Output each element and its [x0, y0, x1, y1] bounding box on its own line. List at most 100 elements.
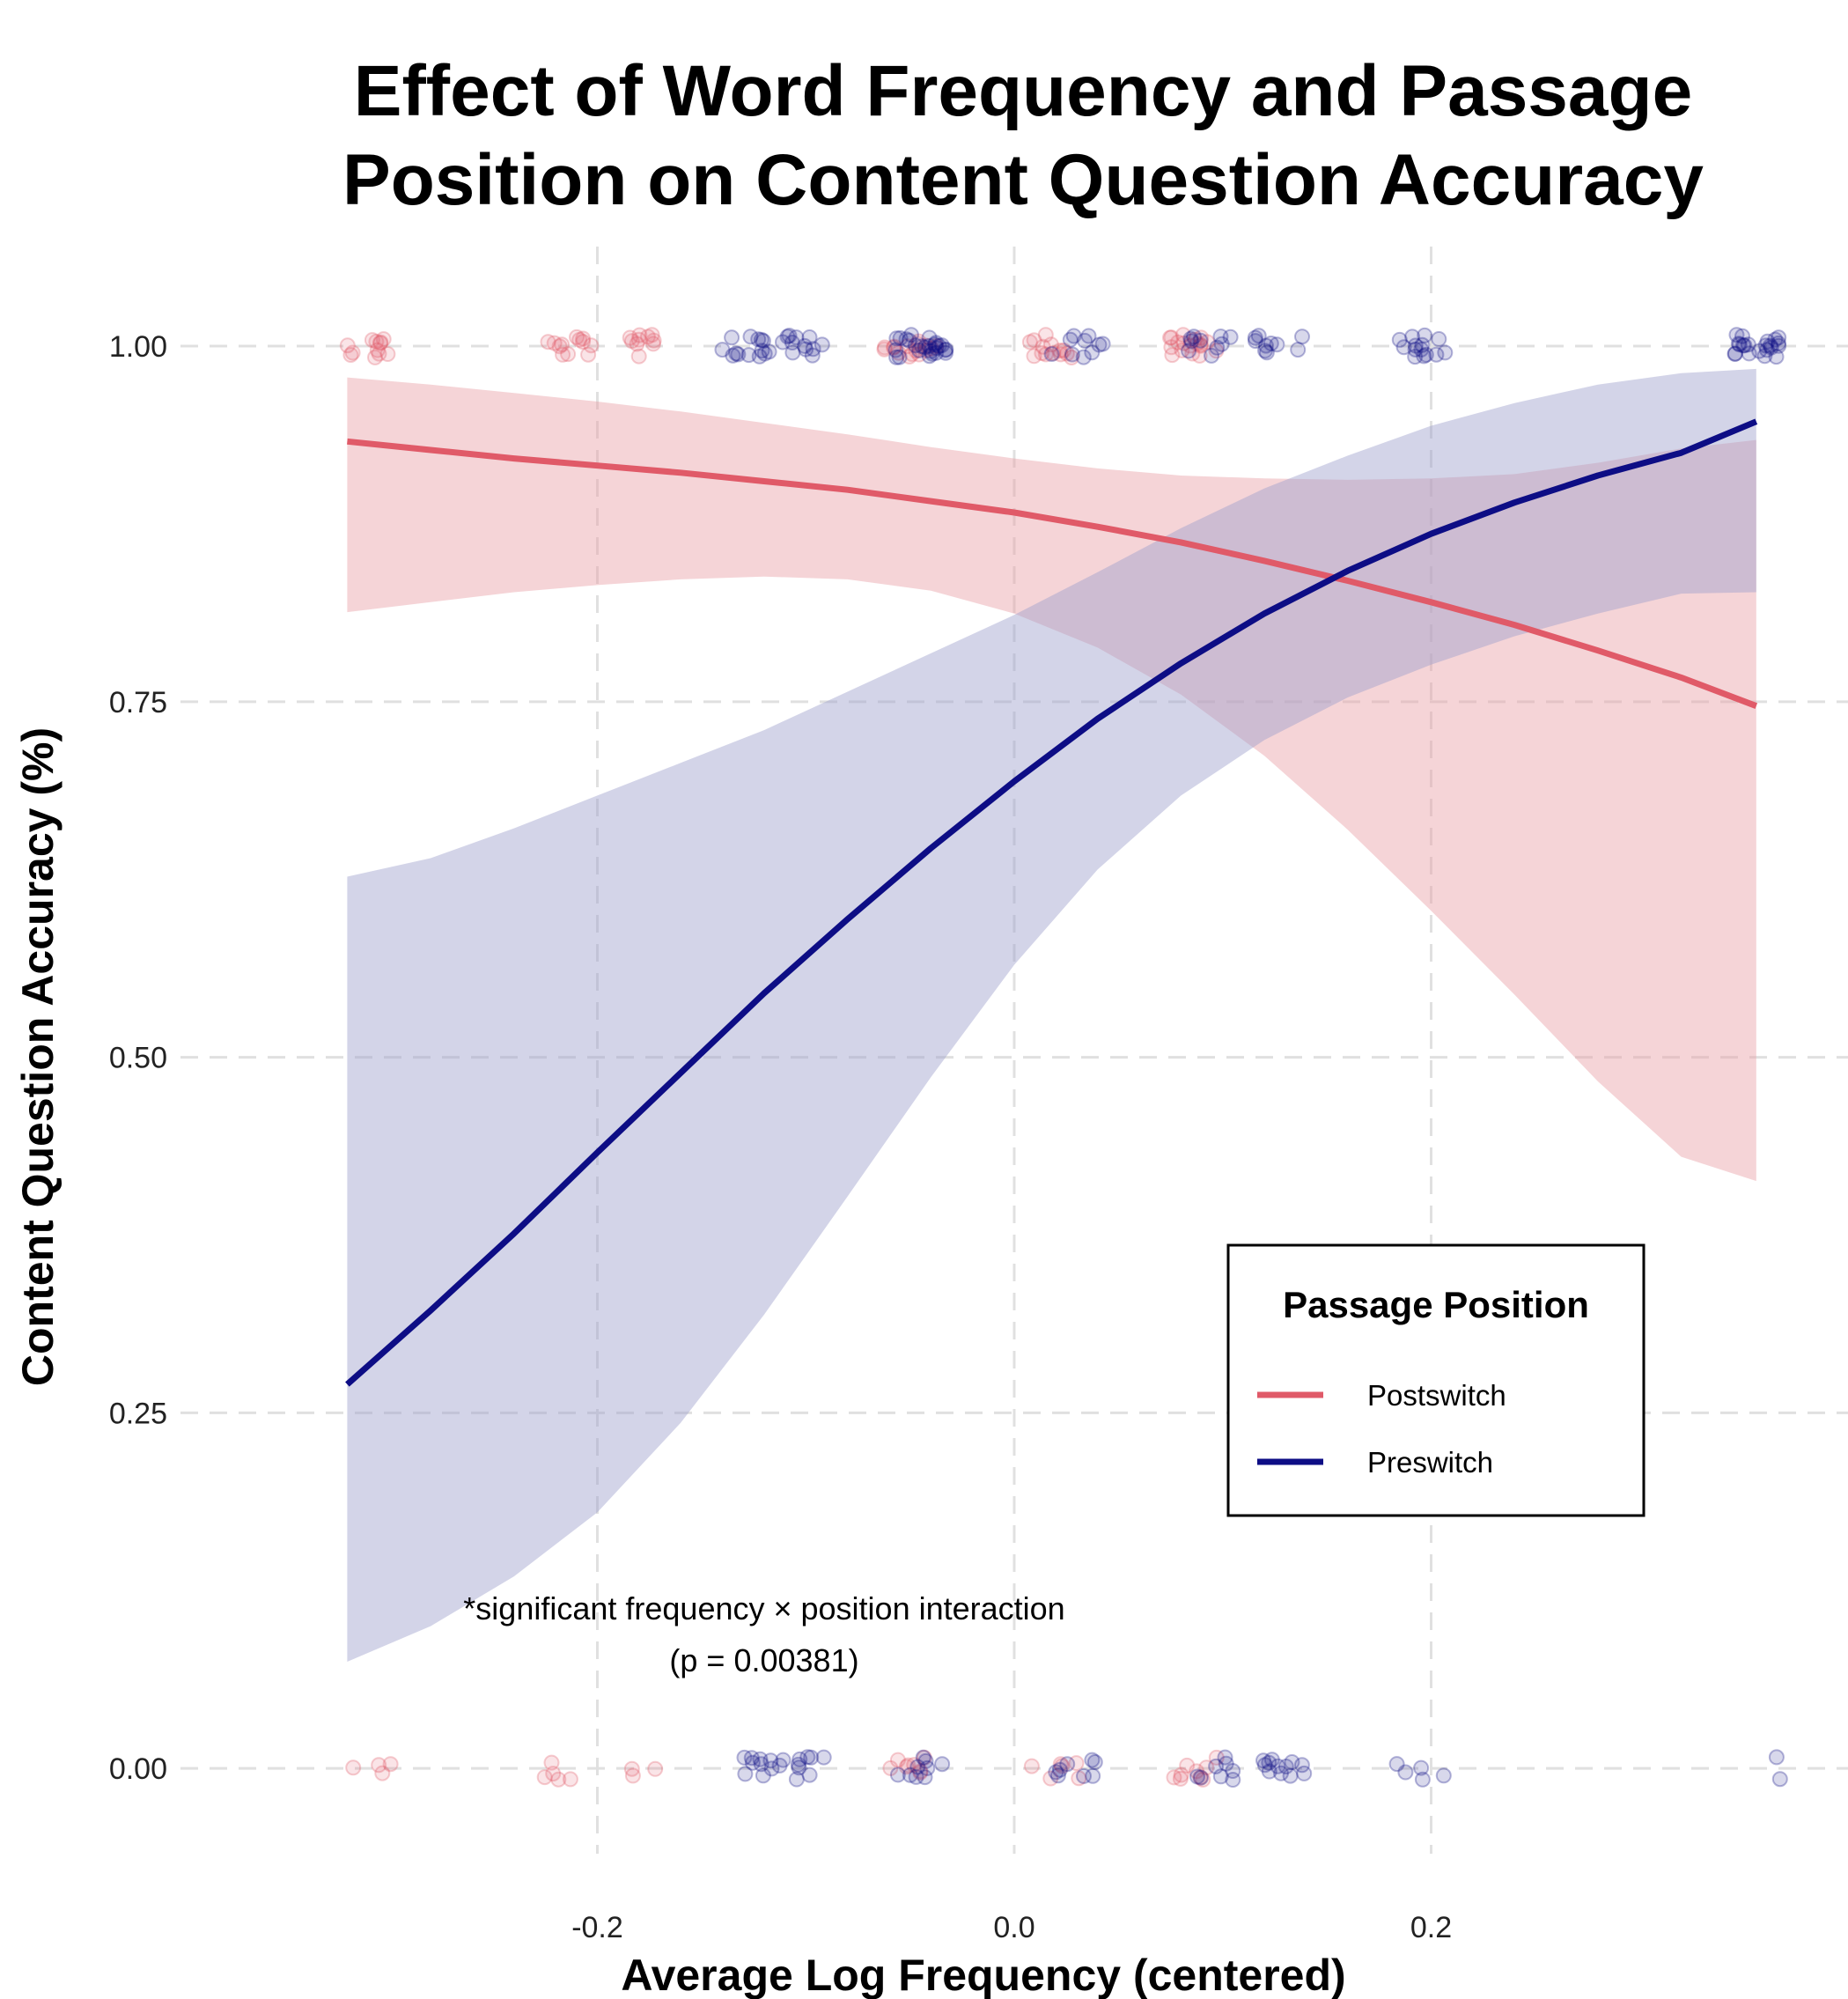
y-tick-label: 0.00 — [109, 1752, 167, 1786]
data-point-preswitch — [1437, 344, 1454, 361]
data-point-postswitch — [1184, 345, 1201, 362]
data-point-preswitch — [1768, 1749, 1785, 1766]
data-point-preswitch — [1273, 1765, 1289, 1781]
data-point-postswitch — [1042, 336, 1059, 353]
data-point-preswitch — [798, 341, 814, 358]
data-point-preswitch — [1192, 332, 1209, 349]
data-point-preswitch — [784, 335, 800, 350]
data-point-preswitch — [805, 341, 821, 358]
data-point-preswitch — [1059, 1756, 1076, 1773]
data-point-preswitch — [1269, 336, 1285, 353]
data-point-preswitch — [1213, 336, 1230, 352]
data-point-preswitch — [1731, 336, 1748, 353]
data-point-preswitch — [744, 1754, 761, 1771]
data-point-preswitch — [1391, 331, 1408, 348]
data-point-preswitch — [1728, 327, 1745, 343]
data-points — [339, 327, 1788, 1788]
data-point-preswitch — [898, 331, 915, 348]
data-point-postswitch — [1071, 1770, 1087, 1787]
data-point-preswitch — [801, 1767, 818, 1783]
data-point-postswitch — [1056, 342, 1072, 358]
data-point-postswitch — [1187, 331, 1204, 348]
data-point-postswitch — [1058, 345, 1075, 362]
data-point-postswitch — [1163, 329, 1180, 346]
y-axis-title: Content Question Accuracy (%) — [13, 727, 63, 1386]
data-point-postswitch — [1163, 339, 1180, 356]
data-point-preswitch — [755, 1767, 771, 1784]
x-axis-title: Average Log Frequency (centered) — [621, 1951, 1345, 1999]
data-point-preswitch — [1416, 348, 1432, 365]
data-point-postswitch — [876, 339, 893, 356]
data-point-postswitch — [917, 337, 934, 354]
data-point-preswitch — [908, 1768, 924, 1785]
data-point-preswitch — [1395, 339, 1412, 356]
data-point-postswitch — [374, 1765, 391, 1781]
data-point-postswitch — [562, 1771, 578, 1788]
data-point-preswitch — [1064, 346, 1080, 363]
data-point-preswitch — [1736, 337, 1753, 354]
data-point-preswitch — [937, 342, 953, 358]
data-point-preswitch — [714, 342, 731, 358]
data-point-preswitch — [928, 340, 945, 357]
data-point-preswitch — [907, 337, 924, 354]
data-point-preswitch — [1248, 333, 1263, 350]
data-point-preswitch — [909, 1759, 926, 1775]
data-point-postswitch — [908, 343, 924, 359]
legend-title: Passage Position — [1283, 1284, 1589, 1325]
data-point-preswitch — [1407, 337, 1424, 354]
data-point-preswitch — [1293, 1757, 1310, 1774]
data-point-postswitch — [1037, 346, 1054, 363]
data-point-postswitch — [372, 335, 388, 351]
data-point-postswitch — [912, 1764, 929, 1781]
annotation-line-1: *significant frequency × position intera… — [463, 1590, 1064, 1626]
fit-lines — [345, 418, 1758, 1387]
data-point-postswitch — [647, 1760, 664, 1777]
data-point-postswitch — [1193, 329, 1210, 346]
data-point-preswitch — [1048, 1764, 1064, 1781]
data-point-preswitch — [1212, 1768, 1229, 1785]
data-point-preswitch — [799, 1749, 816, 1766]
data-point-preswitch — [1734, 328, 1750, 344]
data-point-postswitch — [624, 1767, 641, 1784]
data-point-preswitch — [1209, 339, 1226, 356]
y-tick-label: 0.50 — [109, 1042, 167, 1075]
data-point-postswitch — [342, 347, 359, 363]
data-point-postswitch — [909, 336, 926, 352]
data-point-postswitch — [623, 333, 640, 350]
data-point-preswitch — [1062, 331, 1079, 348]
data-point-postswitch — [1208, 1749, 1225, 1766]
data-point-postswitch — [368, 334, 385, 350]
data-point-preswitch — [1388, 1756, 1405, 1773]
data-point-preswitch — [1247, 329, 1263, 346]
data-point-preswitch — [1085, 1767, 1101, 1784]
data-point-postswitch — [1052, 346, 1069, 363]
data-point-postswitch — [1064, 350, 1079, 365]
data-point-postswitch — [645, 332, 662, 349]
data-point-preswitch — [917, 1752, 934, 1769]
data-point-preswitch — [1414, 336, 1431, 353]
data-point-postswitch — [550, 1771, 567, 1788]
data-point-preswitch — [736, 1749, 753, 1766]
data-point-preswitch — [1414, 1771, 1431, 1788]
data-point-postswitch — [912, 1763, 929, 1780]
data-point-preswitch — [815, 1749, 832, 1766]
data-point-postswitch — [536, 1769, 553, 1786]
tick-labels: 0.00 0.25 0.50 0.75 1.00 -0.2 0.0 0.2 — [109, 330, 1452, 1944]
y-tick-label: 0.75 — [109, 686, 167, 719]
data-point-preswitch — [1270, 1758, 1286, 1774]
data-point-preswitch — [1428, 346, 1445, 363]
fit-line-postswitch — [347, 438, 1758, 709]
data-point-preswitch — [1277, 1759, 1294, 1774]
data-point-postswitch — [876, 341, 893, 358]
data-point-preswitch — [1258, 337, 1274, 354]
data-point-preswitch — [901, 332, 917, 349]
data-point-postswitch — [900, 1757, 917, 1774]
data-point-postswitch — [575, 334, 592, 350]
data-point-postswitch — [1068, 1755, 1085, 1772]
data-point-preswitch — [1263, 336, 1279, 351]
data-point-preswitch — [728, 345, 745, 362]
data-point-preswitch — [1075, 349, 1092, 365]
data-point-preswitch — [888, 330, 905, 347]
data-point-postswitch — [1192, 336, 1209, 353]
data-point-preswitch — [1189, 1768, 1205, 1785]
